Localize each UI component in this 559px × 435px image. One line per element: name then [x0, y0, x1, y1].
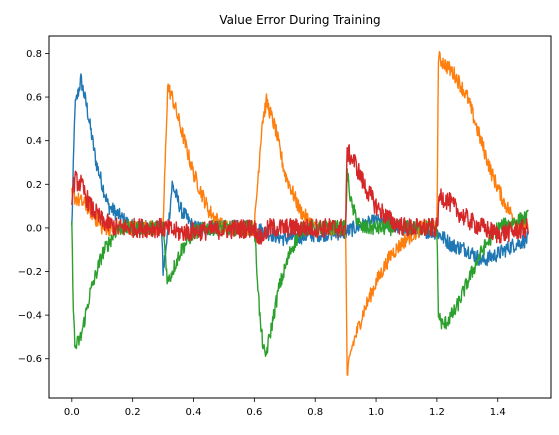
y-tick-label: 0.6 [26, 93, 42, 104]
y-axis: −0.6 −0.4 −0.2 0.0 0.2 0.4 0.6 0.8 [18, 49, 49, 365]
y-tick-label: 0.8 [26, 49, 42, 60]
x-tick-label: 0.0 [64, 407, 80, 418]
chart-title: Value Error During Training [219, 13, 380, 27]
axes-frame [48, 35, 552, 399]
y-tick-label: 0.4 [26, 136, 42, 147]
x-tick-label: 0.2 [125, 407, 141, 418]
y-tick-label: −0.2 [18, 267, 42, 278]
series-layer [71, 50, 529, 377]
x-tick-label: 1.4 [490, 407, 506, 418]
x-tick-label: 1.0 [368, 407, 384, 418]
y-tick-label: −0.4 [18, 311, 42, 322]
y-tick-label: 0.0 [26, 223, 42, 234]
x-tick-label: 0.8 [307, 407, 323, 418]
x-tick-label: 0.4 [186, 407, 202, 418]
x-tick-label: 1.2 [429, 407, 445, 418]
x-tick-label: 0.6 [246, 407, 262, 418]
x-axis: 0.0 0.2 0.4 0.6 0.8 1.0 1.2 1.4 [64, 398, 506, 418]
y-tick-label: 0.2 [26, 180, 42, 191]
y-tick-label: −0.6 [18, 354, 42, 365]
series-line-4 [71, 144, 529, 245]
